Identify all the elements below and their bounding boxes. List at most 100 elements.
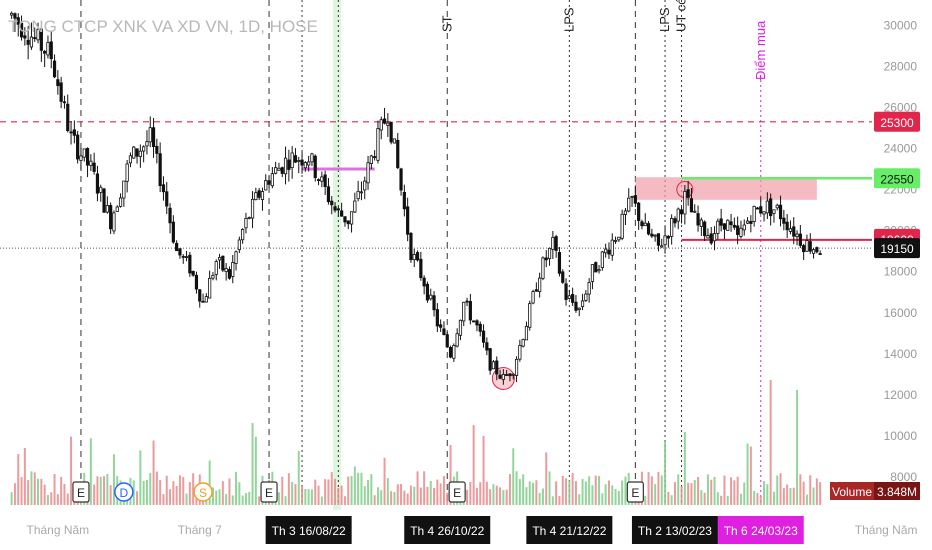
volume-bar [406,493,409,505]
candle-body [406,206,410,235]
candle-body [778,204,783,220]
volume-bar [132,480,135,505]
volume-bar [591,485,594,505]
volume-bar [314,479,317,505]
volume-bar [700,490,703,505]
earnings-icon [72,481,90,503]
volume-bar [730,477,733,505]
volume-bar [211,487,214,505]
volume-bar [149,472,152,505]
candle-body [359,191,364,194]
candle-body [571,294,575,303]
candle-body [574,301,578,311]
candle-body [580,300,585,307]
candle-body [204,296,208,303]
volume-bar [479,482,482,505]
candle-body [439,324,443,328]
volume-bar [571,473,574,505]
candle-body [422,277,426,287]
volume-bar [647,472,650,505]
candle-body [227,269,232,279]
volume-bar [235,471,238,505]
volume-bar [670,495,673,505]
volume-bar [799,474,802,505]
candle-body [105,205,109,213]
volume-bar [555,481,558,505]
candle-body [564,283,568,300]
volume-bar [759,496,762,505]
volume-bar [17,454,20,505]
volume-bar [403,490,406,505]
date-box [404,516,491,544]
volume-bar [142,480,145,505]
candle-body [547,247,552,259]
volume-bar [340,485,343,505]
chart-title: TONG CTCP XNK VA XD VN, 1D, HOSE [8,17,318,36]
candle-body [646,223,651,235]
volume-bar [93,484,96,505]
candle-body [128,155,133,164]
highlight-band [333,0,342,510]
volume-bar [353,466,356,505]
volume-bar [248,492,251,505]
volume-bar [525,487,528,505]
candle-body [802,245,806,253]
candle-body [237,239,241,251]
candle-body [782,217,786,224]
candle-body [452,345,456,359]
candle-body [69,131,73,134]
candle-body [415,252,420,261]
volume-bar [469,481,472,505]
volume-bar [809,475,812,505]
volume-bar [535,480,538,505]
earnings-icon [626,481,644,503]
candle-body [82,148,86,158]
candle-body [435,309,439,327]
volume-bar [710,479,713,505]
volume-bar [419,487,422,505]
volume-bar [683,432,686,505]
candle-body [719,218,723,226]
volume-bar [733,480,736,505]
volume-bar [23,447,26,505]
candle-body [191,270,195,276]
volume-bar [779,473,782,505]
candle-body [118,197,123,207]
candle-body [686,189,690,198]
candle-body [201,300,205,303]
candle-body [442,328,446,335]
candle-body [16,17,20,25]
candle-body [627,197,631,212]
candle-body [468,301,472,321]
volume-bar [796,390,799,505]
candle-body [402,191,406,210]
candle-body [250,198,255,219]
time-axis: Tháng Năm Tháng 7 Tháng Năm Th 3 16/08/22 Th… [26,516,918,544]
volume-bar [436,479,439,505]
candle-body [785,221,789,231]
candle-body [805,240,809,252]
candle-body [587,282,591,295]
candle-body [755,207,760,210]
split-icon [193,482,213,502]
candle-body [749,221,753,224]
candle-body [521,339,525,347]
volume-bar [607,480,610,505]
volume-bar [805,494,808,505]
candle-body [699,219,703,227]
candle-body [531,291,535,304]
volume-bar [512,448,515,505]
volume-bar [624,476,627,505]
volume-bar [588,476,591,505]
candle-body [270,173,274,187]
date-label-0: Th 3 16/08/22 [272,524,346,538]
volume-bars [10,380,822,505]
volume-bar [723,475,726,505]
candle-body [56,79,60,87]
candle-body [412,254,416,261]
candle-body [320,176,324,182]
candle-body [594,262,598,273]
volume-bar [706,474,709,505]
